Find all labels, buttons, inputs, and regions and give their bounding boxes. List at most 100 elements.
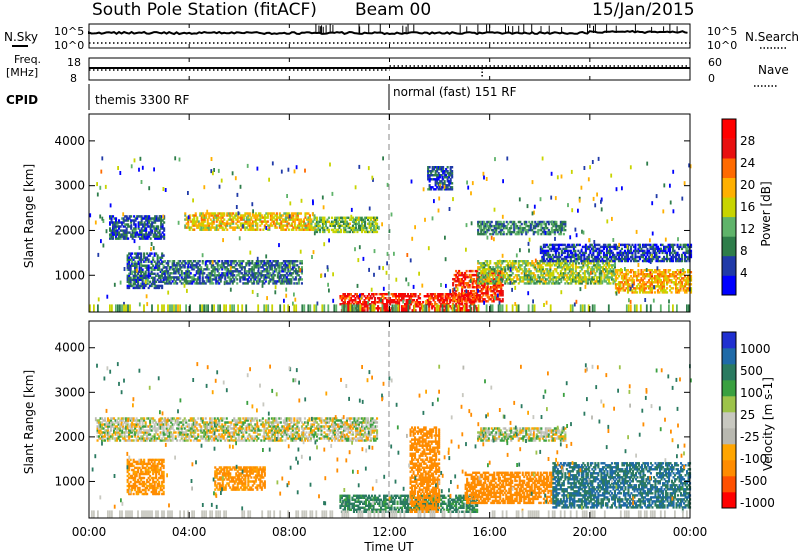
power-cell	[549, 270, 552, 273]
power-cell	[553, 230, 556, 234]
power-cell	[434, 174, 437, 177]
power-cell	[612, 272, 615, 275]
power-cell	[153, 276, 156, 280]
power-cell	[663, 269, 666, 272]
power-cell	[124, 219, 127, 222]
power-cell	[551, 247, 554, 251]
power-cell	[140, 252, 143, 255]
power-cell	[658, 281, 661, 284]
power-cell	[219, 266, 222, 269]
power-cell	[436, 182, 439, 185]
power-cell	[136, 231, 139, 234]
power-cell	[569, 259, 572, 263]
power-cell	[408, 305, 411, 308]
power-cell	[564, 262, 567, 265]
power-cell	[638, 281, 641, 284]
power-cell	[116, 225, 119, 228]
power-cell	[272, 222, 275, 225]
power-cell	[401, 293, 404, 296]
power-cell	[508, 264, 511, 267]
power-cell	[643, 285, 646, 288]
power-cell	[435, 303, 438, 306]
power-cell	[142, 217, 145, 220]
power-cell	[227, 282, 230, 285]
power-cell	[228, 282, 231, 285]
power-cell	[365, 226, 368, 230]
power-cell	[474, 282, 477, 285]
power-cell	[581, 245, 584, 249]
power-cell	[542, 243, 545, 247]
power-cell	[563, 255, 566, 259]
power-cell	[543, 282, 546, 285]
power-cell	[540, 228, 543, 232]
power-cell	[206, 220, 209, 223]
power-cell	[200, 216, 203, 219]
power-cell	[260, 260, 263, 263]
power-cell	[614, 283, 617, 286]
power-cell	[602, 245, 605, 249]
power-cell	[487, 228, 490, 232]
power-cell	[242, 214, 245, 217]
power-cell	[115, 227, 118, 230]
power-cell	[158, 276, 161, 280]
power-cell	[125, 223, 128, 226]
power-cell	[501, 274, 504, 277]
power-cell	[525, 274, 528, 277]
power-cell	[288, 278, 291, 281]
power-cell	[129, 268, 132, 271]
power-cell	[547, 253, 550, 257]
station-title: South Pole Station (fitACF)	[92, 0, 317, 20]
power-cell	[201, 280, 204, 283]
power-cell	[541, 226, 544, 230]
power-cell	[659, 247, 662, 251]
power-cell	[574, 280, 577, 283]
power-cell	[191, 264, 194, 267]
power-cell	[376, 226, 379, 230]
power-cell	[661, 289, 664, 292]
power-cell	[477, 286, 480, 289]
power-cell	[480, 230, 483, 234]
power-cell	[243, 274, 246, 277]
power-cell	[676, 273, 679, 276]
power-cell	[139, 233, 142, 236]
power-cell	[369, 295, 372, 298]
power-cell	[176, 266, 179, 269]
power-cell	[402, 305, 405, 308]
power-cell	[294, 264, 297, 267]
power-cell	[562, 274, 565, 277]
power-cell	[577, 243, 580, 247]
power-cell	[161, 280, 164, 284]
power-cell	[226, 212, 229, 215]
power-cell	[562, 222, 565, 226]
power-cell	[386, 305, 389, 308]
power-cell	[281, 220, 284, 223]
power-cell	[304, 212, 307, 215]
power-cell	[293, 220, 296, 223]
power-cell	[670, 255, 673, 259]
power-cell	[534, 226, 537, 230]
power-cell	[387, 309, 390, 312]
power-cell	[290, 260, 293, 263]
power-cell	[434, 293, 437, 296]
power-cell	[628, 251, 631, 255]
power-cell	[650, 283, 653, 286]
power-cell	[276, 276, 279, 279]
power-cell	[666, 283, 669, 286]
power-cell	[135, 254, 138, 257]
power-cell	[152, 264, 155, 267]
power-cell	[666, 255, 669, 259]
power-cell	[585, 280, 588, 283]
power-cell	[511, 272, 514, 275]
power-cell	[402, 307, 405, 310]
power-cell	[681, 257, 684, 261]
power-cell	[307, 212, 310, 215]
power-cell	[206, 278, 209, 281]
power-cell	[188, 272, 191, 275]
power-cell	[525, 262, 528, 265]
power-cell	[251, 276, 254, 279]
power-cell	[471, 280, 474, 283]
power-cell	[139, 237, 142, 240]
power-cell	[369, 303, 372, 306]
power-cell	[563, 243, 566, 247]
power-cell	[242, 274, 245, 277]
